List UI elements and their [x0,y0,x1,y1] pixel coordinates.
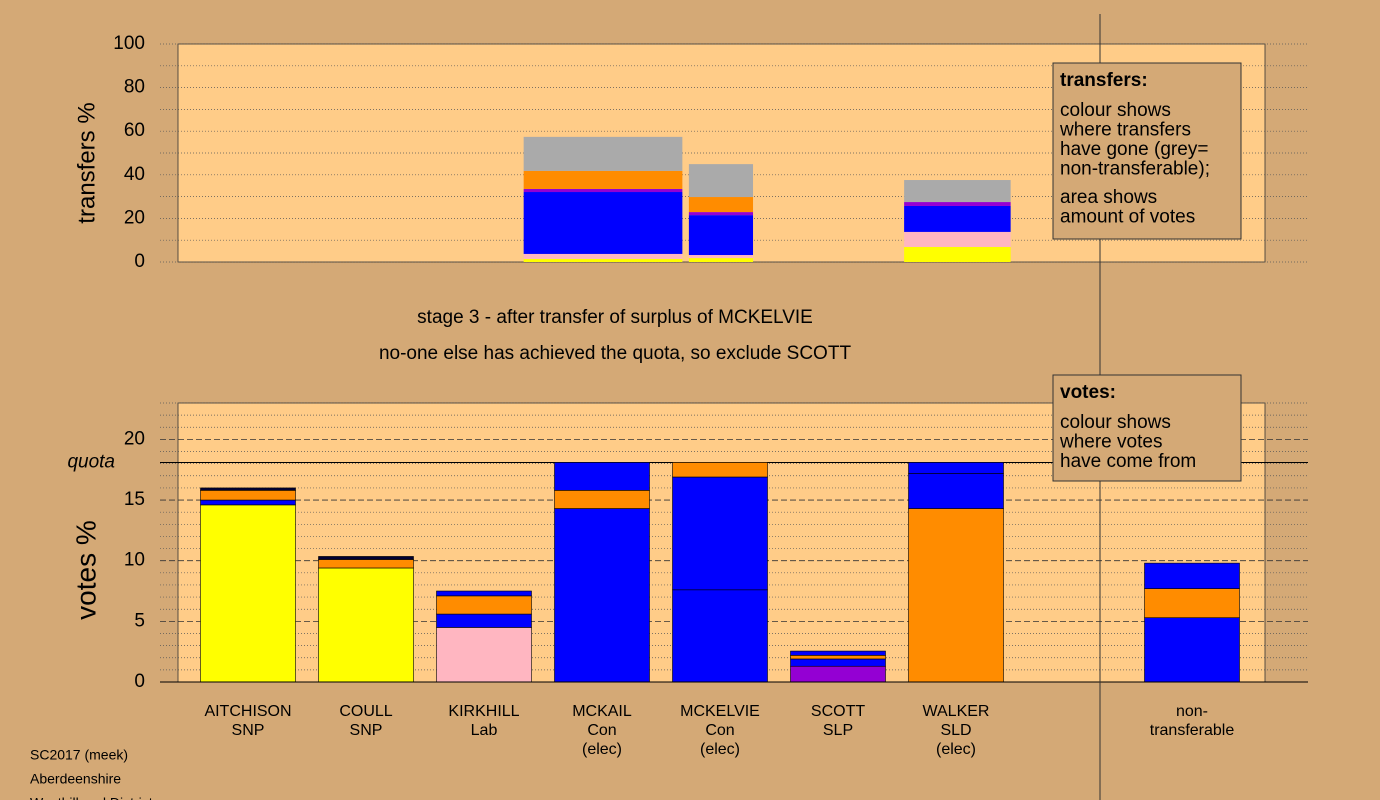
vote-segment [672,476,768,591]
transfer-segment [523,188,683,193]
y-tick-label: 40 [124,164,145,185]
vote-segment [790,658,886,667]
stage-text: no-one else has achieved the quota, so e… [379,343,852,364]
legend-line: where transfers [1059,120,1191,141]
transfer-segment [688,212,754,216]
vote-segment [908,473,1004,509]
stage-text: stage 3 - after transfer of surplus of M… [417,307,813,328]
vote-segment [318,567,414,683]
x-tick-label: (elec) [700,741,740,758]
transfer-segment [904,246,1011,262]
quota-label: quota [67,451,115,472]
legend-line: have come from [1060,451,1196,472]
legend-line: colour shows [1060,412,1171,433]
y-tick-label: 20 [124,428,145,449]
marks: 0 20 40 60 80 100 0 5 10 15 20 quota AITCHISON SNP COU… [67,33,1308,758]
vote-segment [1144,588,1240,619]
vote-segment [790,650,886,656]
legend-line: amount of votes [1060,207,1195,228]
y-tick-label: 100 [113,33,145,54]
transfer-segment [688,164,754,198]
legend-line: non-transferable); [1060,159,1210,180]
transfer-segment [688,255,754,259]
vote-segment [436,595,532,615]
vote-segment [672,462,768,478]
vote-segment [1144,562,1240,589]
x-tick-label: Con [587,722,616,739]
vote-segment [790,655,886,660]
transfer-segment [904,180,1011,203]
legend-line: colour shows [1060,100,1171,121]
x-tick-label: (elec) [936,741,976,758]
x-tick-label: MCKAIL [572,703,632,720]
transfer-segment [523,136,683,171]
vote-segment [200,504,296,683]
vote-segment [554,462,650,491]
y-tick-label: 80 [124,77,145,98]
x-tick-label: COULL [339,703,392,720]
vote-segment [200,490,296,501]
vote-segment [318,556,414,560]
vote-segment [554,490,650,509]
vote-segment [1144,617,1240,683]
transfer-segment [688,258,754,262]
legend-line: area shows [1060,187,1157,208]
vote-segment [672,589,768,683]
x-tick-label: SLD [940,722,971,739]
x-tick-label: SLP [823,722,853,739]
vote-segment [200,499,296,506]
y-tick-label: 0 [134,251,145,272]
transfer-segment [523,192,683,254]
x-tick-label: transferable [1150,722,1235,739]
vote-segment [318,559,414,569]
x-tick-label: AITCHISON [204,703,291,720]
legend-title: votes: [1060,382,1116,403]
x-tick-label: non- [1176,703,1208,720]
legend-line: where votes [1059,432,1162,453]
legend-title: transfers: [1060,70,1148,91]
footer-text: Westhill and District [30,795,153,800]
x-tick-label: WALKER [923,703,990,720]
vote-segment [200,487,296,491]
vote-segment [554,508,650,683]
y-tick-label: 15 [124,489,145,510]
y-tick-label: 20 [124,207,145,228]
y-axis-label: transfers % [73,102,100,223]
transfer-segment [688,197,754,213]
transfer-segment [904,205,1011,232]
legend-line: have gone (grey= [1060,139,1208,160]
transfer-segment [904,202,1011,206]
y-tick-label: 60 [124,120,145,141]
y-axis-label: votes % [70,520,101,620]
x-tick-label: SCOTT [811,703,865,720]
legend-box [1052,62,1242,240]
y-tick-label: 5 [134,610,145,631]
vote-segment [908,508,1004,683]
transfer-segment [523,253,683,259]
x-tick-label: SNP [232,722,265,739]
transfer-segment [688,215,754,256]
x-tick-label: MCKELVIE [680,703,760,720]
x-tick-label: (elec) [582,741,622,758]
x-tick-label: Con [705,722,734,739]
transfer-segment [523,258,683,262]
x-tick-label: SNP [350,722,383,739]
footer-text: SC2017 (meek) [30,747,128,763]
transfer-segment [904,231,1011,247]
x-tick-label: KIRKHILL [448,703,519,720]
vote-segment [908,462,1004,474]
transfer-segment [523,170,683,189]
x-tick-label: Lab [471,722,498,739]
legend-box [1052,374,1242,482]
footer-text: Aberdeenshire [30,771,121,787]
vote-segment [790,665,886,683]
y-tick-label: 0 [134,671,145,692]
vote-segment [436,627,532,683]
y-tick-label: 10 [124,550,145,571]
vote-segment [436,590,532,597]
vote-segment [436,613,532,628]
